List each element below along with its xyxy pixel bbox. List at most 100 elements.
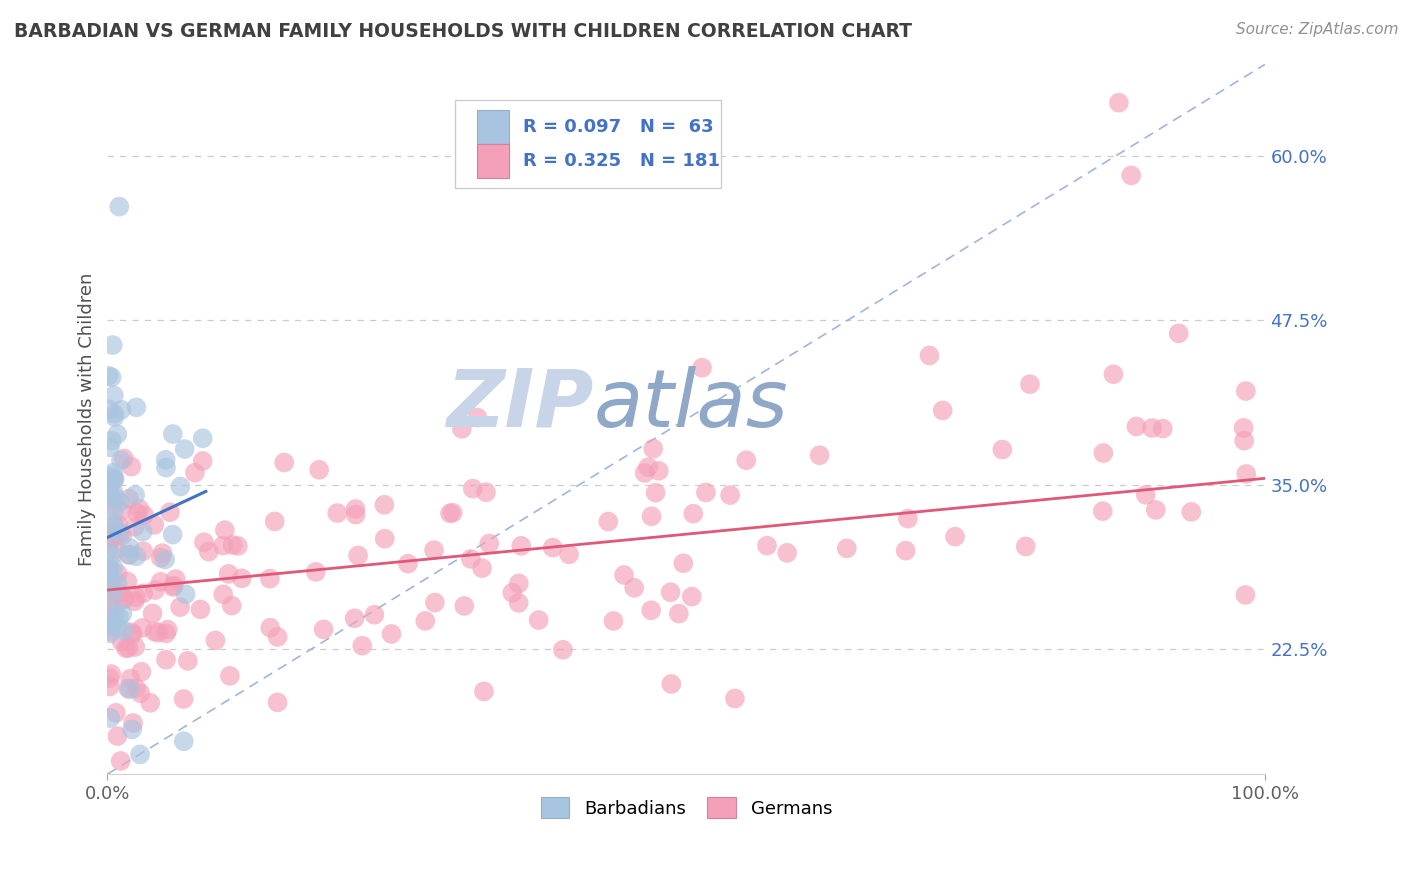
FancyBboxPatch shape xyxy=(454,100,721,188)
Point xyxy=(724,691,747,706)
Point xyxy=(100,533,122,548)
Point xyxy=(613,568,636,582)
Point xyxy=(423,596,446,610)
Point xyxy=(108,525,131,540)
Point xyxy=(98,469,121,483)
Point xyxy=(156,623,179,637)
Point xyxy=(1232,421,1254,435)
Text: ZIP: ZIP xyxy=(447,366,593,444)
Point xyxy=(273,456,295,470)
Point xyxy=(101,471,124,485)
Point xyxy=(98,440,121,454)
Point xyxy=(344,502,367,516)
Point xyxy=(104,706,127,720)
Point xyxy=(110,634,132,648)
Point xyxy=(125,591,148,605)
Point xyxy=(640,509,662,524)
Point xyxy=(218,566,240,581)
Point xyxy=(165,572,187,586)
Point xyxy=(100,434,122,448)
Point xyxy=(508,576,530,591)
Point xyxy=(98,566,121,580)
Point xyxy=(423,543,446,558)
Point xyxy=(118,491,141,506)
Point xyxy=(1234,384,1257,398)
Point xyxy=(214,523,236,537)
Point xyxy=(682,507,704,521)
Point xyxy=(308,463,330,477)
Point xyxy=(97,543,120,558)
Point xyxy=(718,488,741,502)
Point xyxy=(120,672,142,686)
Point xyxy=(633,466,655,480)
Point xyxy=(98,611,121,625)
Point xyxy=(101,589,124,603)
Point xyxy=(98,680,121,694)
Point xyxy=(190,602,212,616)
Point xyxy=(1152,421,1174,435)
Point xyxy=(177,654,200,668)
Point xyxy=(472,684,495,698)
Point xyxy=(149,550,172,565)
Point xyxy=(174,587,197,601)
Point xyxy=(128,502,150,516)
Point xyxy=(101,499,124,513)
Point xyxy=(125,681,148,696)
Point xyxy=(644,485,666,500)
Point xyxy=(112,591,135,606)
Point xyxy=(127,506,149,520)
Point xyxy=(835,541,858,556)
Point xyxy=(471,561,494,575)
Point xyxy=(111,607,134,621)
Point xyxy=(125,401,148,415)
Point xyxy=(918,349,941,363)
Point xyxy=(602,614,624,628)
Point xyxy=(97,564,120,578)
Point xyxy=(894,543,917,558)
Point xyxy=(139,696,162,710)
Text: R = 0.097   N =  63: R = 0.097 N = 63 xyxy=(523,118,714,136)
Point xyxy=(118,682,141,697)
Point xyxy=(107,517,129,532)
Point xyxy=(143,517,166,532)
Point xyxy=(108,610,131,624)
Point xyxy=(598,515,620,529)
Point xyxy=(681,590,703,604)
Point xyxy=(501,585,523,599)
Point xyxy=(121,625,143,640)
Point xyxy=(162,578,184,592)
Point xyxy=(155,452,177,467)
Point xyxy=(100,574,122,589)
Point xyxy=(117,681,139,696)
Point xyxy=(1140,421,1163,435)
Point xyxy=(259,621,281,635)
Point xyxy=(623,581,645,595)
Point xyxy=(1092,446,1115,460)
Point xyxy=(312,623,335,637)
Point xyxy=(103,388,125,402)
Point xyxy=(1234,467,1257,481)
Point xyxy=(169,600,191,615)
Point xyxy=(132,544,155,558)
Point xyxy=(461,482,484,496)
Point xyxy=(1125,419,1147,434)
Point xyxy=(103,560,125,574)
Point xyxy=(104,491,127,505)
Point xyxy=(129,747,152,762)
Point xyxy=(510,539,533,553)
Point xyxy=(143,624,166,639)
Point xyxy=(118,548,141,562)
Point xyxy=(104,472,127,486)
Point xyxy=(659,677,682,691)
Bar xyxy=(477,144,509,178)
Point xyxy=(643,442,665,456)
Point xyxy=(159,505,181,519)
Point xyxy=(1167,326,1189,341)
Point xyxy=(101,338,124,352)
Point xyxy=(735,453,758,467)
Point xyxy=(107,576,129,591)
Point xyxy=(98,619,121,633)
Point xyxy=(103,473,125,487)
Point xyxy=(193,535,215,549)
Point xyxy=(132,524,155,539)
